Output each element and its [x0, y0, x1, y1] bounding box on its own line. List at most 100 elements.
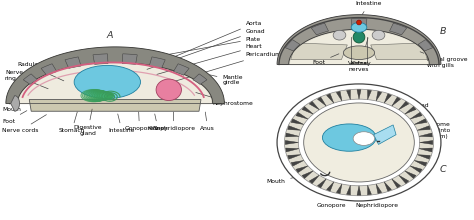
Text: Pericardium: Pericardium — [168, 52, 282, 83]
Polygon shape — [23, 74, 37, 84]
Polygon shape — [357, 90, 361, 99]
Text: Gonad: Gonad — [381, 103, 429, 122]
Polygon shape — [89, 91, 110, 101]
Ellipse shape — [284, 89, 434, 196]
Text: A: A — [106, 31, 112, 40]
Polygon shape — [351, 18, 367, 28]
Polygon shape — [327, 94, 334, 103]
Polygon shape — [88, 90, 109, 101]
Polygon shape — [399, 101, 409, 110]
Polygon shape — [173, 64, 189, 75]
Polygon shape — [410, 166, 422, 172]
Text: Mouth: Mouth — [2, 99, 21, 112]
Text: Gonopore: Gonopore — [317, 195, 346, 208]
Text: Kidney: Kidney — [148, 114, 168, 131]
Text: Mouth: Mouth — [266, 174, 310, 184]
Polygon shape — [405, 106, 416, 114]
Polygon shape — [410, 112, 422, 119]
Polygon shape — [19, 64, 211, 103]
Polygon shape — [337, 184, 342, 194]
Polygon shape — [122, 54, 137, 64]
Polygon shape — [279, 18, 439, 64]
Polygon shape — [309, 175, 319, 183]
Polygon shape — [149, 57, 165, 68]
Polygon shape — [99, 92, 114, 99]
Polygon shape — [405, 171, 416, 178]
Text: Anus: Anus — [201, 112, 215, 131]
Polygon shape — [285, 40, 300, 51]
Text: Nephridiopore: Nephridiopore — [355, 196, 398, 208]
Polygon shape — [82, 90, 107, 102]
Text: Nephridiopore: Nephridiopore — [152, 112, 195, 131]
Ellipse shape — [372, 30, 385, 40]
Polygon shape — [92, 91, 111, 100]
Ellipse shape — [298, 99, 419, 186]
Text: Stomach: Stomach — [58, 112, 85, 133]
Polygon shape — [96, 92, 112, 100]
Polygon shape — [318, 97, 326, 106]
Ellipse shape — [353, 132, 374, 145]
Polygon shape — [337, 91, 342, 101]
Polygon shape — [367, 90, 372, 100]
Polygon shape — [418, 40, 433, 51]
Text: Intestine: Intestine — [109, 114, 135, 133]
Text: Plate: Plate — [137, 37, 261, 60]
Ellipse shape — [351, 22, 367, 32]
Polygon shape — [291, 43, 347, 60]
Polygon shape — [374, 125, 396, 144]
Polygon shape — [193, 74, 207, 84]
Polygon shape — [291, 160, 304, 166]
Text: Gonopore: Gonopore — [125, 112, 154, 131]
Polygon shape — [285, 141, 298, 144]
Polygon shape — [10, 53, 220, 103]
Text: Mantle
girdle: Mantle girdle — [210, 75, 243, 85]
Polygon shape — [384, 182, 392, 191]
Ellipse shape — [74, 65, 140, 99]
Polygon shape — [417, 126, 430, 130]
Polygon shape — [302, 106, 313, 114]
Text: Nephrostome: Nephrostome — [196, 93, 254, 106]
Text: Radula: Radula — [18, 62, 64, 81]
Polygon shape — [318, 179, 326, 188]
Polygon shape — [384, 94, 392, 103]
Text: Aorta: Aorta — [159, 21, 262, 63]
Text: Ventral
nerves: Ventral nerves — [348, 48, 370, 72]
Text: Foot: Foot — [312, 54, 339, 65]
Text: Kidney: Kidney — [351, 38, 371, 66]
Ellipse shape — [277, 84, 441, 201]
Polygon shape — [357, 186, 361, 195]
Polygon shape — [286, 133, 299, 137]
Polygon shape — [414, 160, 427, 166]
Polygon shape — [286, 148, 299, 152]
Circle shape — [353, 31, 365, 43]
Polygon shape — [414, 119, 427, 125]
Polygon shape — [296, 112, 308, 119]
Polygon shape — [84, 90, 108, 101]
Polygon shape — [291, 31, 427, 64]
Ellipse shape — [322, 124, 376, 151]
Polygon shape — [346, 90, 350, 100]
Polygon shape — [367, 185, 372, 195]
Ellipse shape — [343, 46, 374, 60]
Text: Nephrostome
(opening into
pericardium): Nephrostome (opening into pericardium) — [391, 123, 450, 139]
Polygon shape — [327, 182, 334, 191]
Polygon shape — [399, 175, 409, 183]
Text: Foot: Foot — [2, 111, 27, 123]
Ellipse shape — [156, 79, 182, 101]
Polygon shape — [65, 57, 81, 68]
Text: Anus: Anus — [383, 113, 425, 133]
Ellipse shape — [333, 30, 346, 40]
Polygon shape — [291, 119, 304, 125]
Polygon shape — [376, 91, 382, 101]
Polygon shape — [309, 101, 319, 110]
Text: Gonad: Gonad — [147, 29, 265, 69]
Polygon shape — [417, 155, 430, 159]
Polygon shape — [91, 91, 110, 100]
Polygon shape — [371, 43, 427, 60]
Polygon shape — [296, 166, 308, 172]
Polygon shape — [41, 64, 57, 75]
Polygon shape — [94, 91, 112, 100]
Polygon shape — [392, 97, 401, 106]
Circle shape — [356, 20, 362, 25]
Polygon shape — [376, 184, 382, 194]
